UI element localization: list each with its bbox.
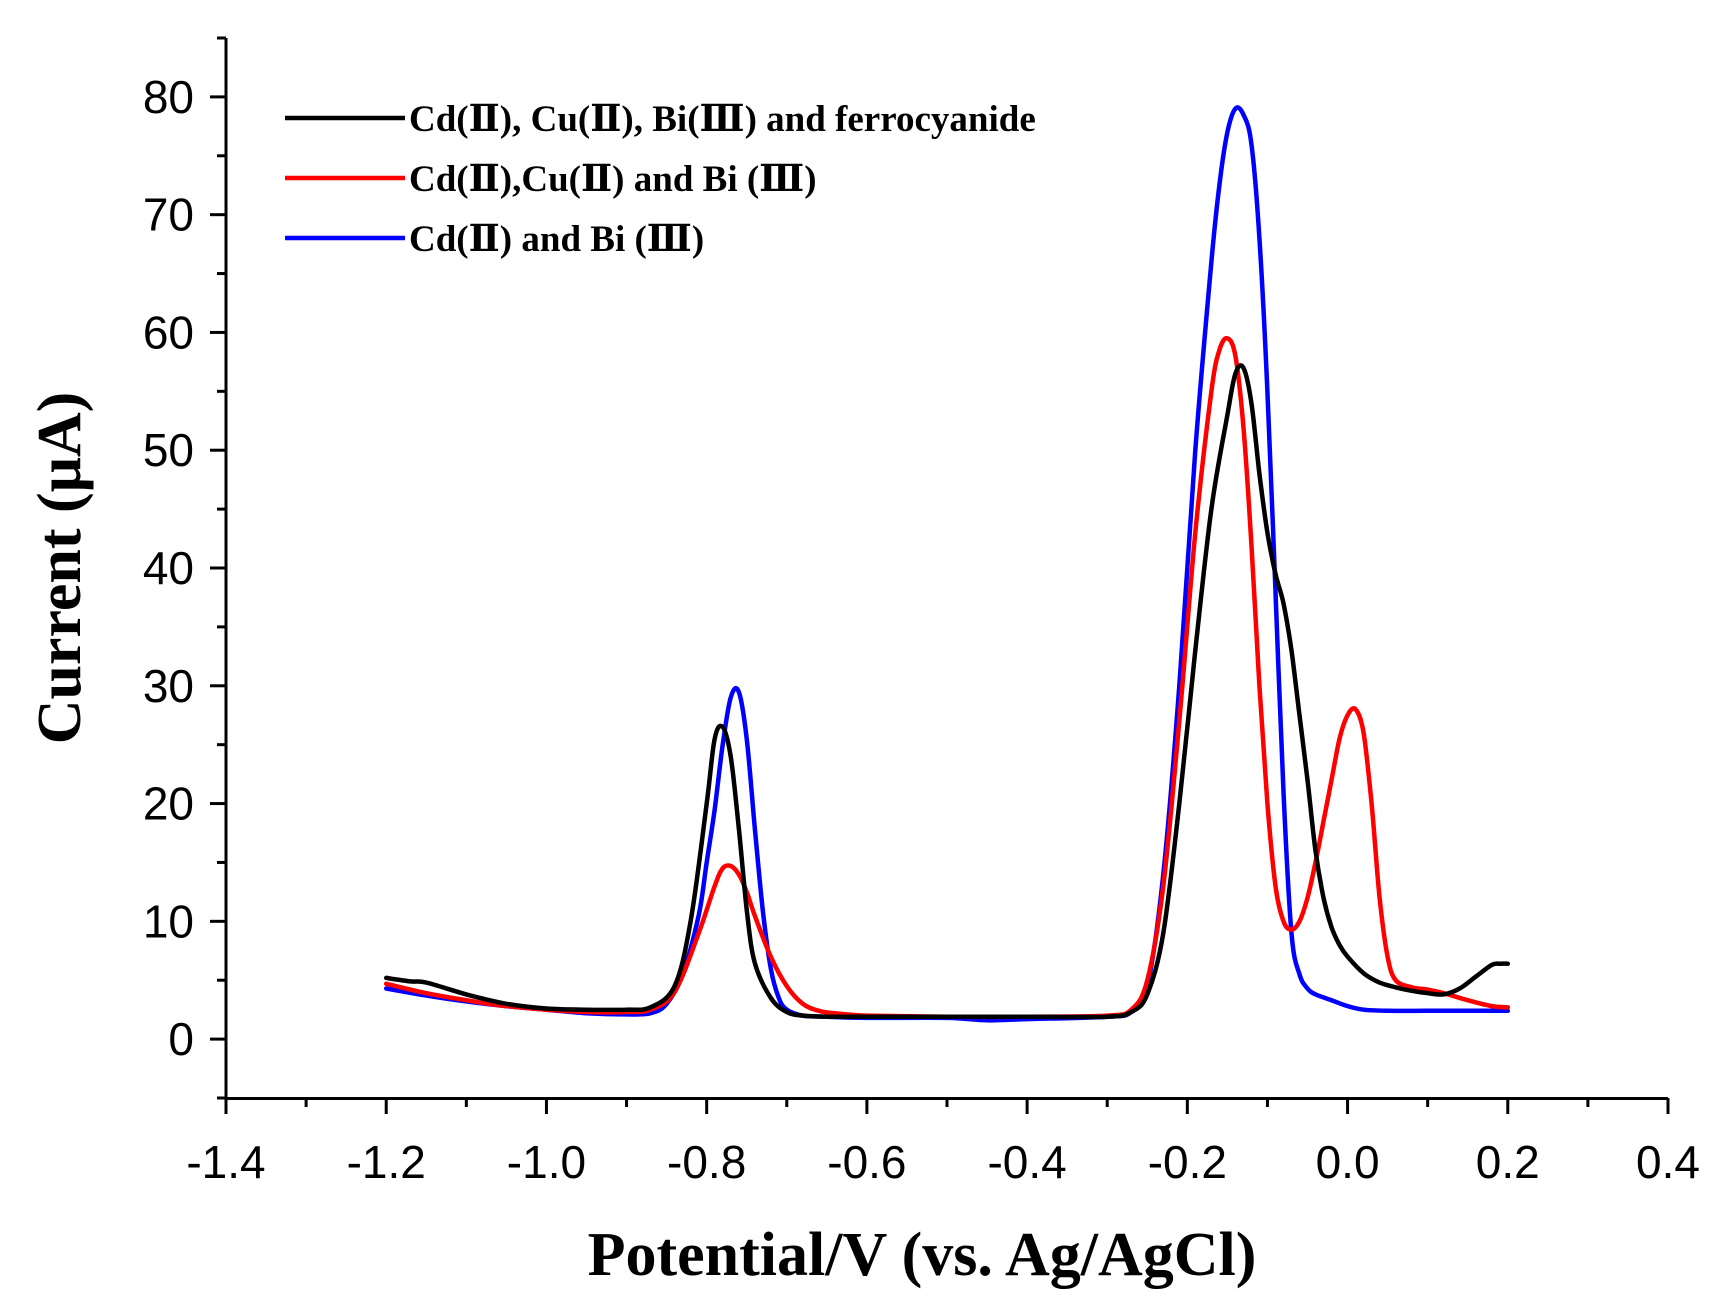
legend: Cd(Ⅱ), Cu(Ⅱ), Bi(Ⅲ) and ferrocyanide Cd(Ⅱ… <box>285 99 1036 260</box>
x-tick-label: 0.0 <box>1316 1136 1380 1188</box>
series-layer <box>383 105 1511 1023</box>
y-tick-label: 80 <box>143 71 194 123</box>
x-tick-label: -1.2 <box>347 1136 426 1188</box>
x-tick-label: 0.2 <box>1476 1136 1540 1188</box>
x-tick-label: -1.0 <box>507 1136 586 1188</box>
x-tick-label: -0.4 <box>987 1136 1066 1188</box>
x-tick-label: 0.4 <box>1636 1136 1700 1188</box>
legend-label: Cd(Ⅱ),Cu(Ⅱ) and Bi (Ⅲ) <box>409 159 817 200</box>
x-tick-label: -0.2 <box>1148 1136 1227 1188</box>
x-axis-title: Potential/V (vs. Ag/AgCl) <box>588 1221 1257 1289</box>
x-tick-label: -1.4 <box>186 1136 265 1188</box>
x-tick-label: -0.8 <box>667 1136 746 1188</box>
y-tick-label: 10 <box>143 895 194 947</box>
y-tick-label: 30 <box>143 660 194 712</box>
y-tick-labels: 0 10 20 30 40 50 60 70 80 <box>143 71 194 1065</box>
x-ticks <box>224 1098 1670 1114</box>
x-tick-labels: -1.4 -1.2 -1.0 -0.8 -0.6 -0.4 -0.2 0.0 0.2 0.4 <box>186 1136 1700 1188</box>
y-tick-label: 20 <box>143 778 194 830</box>
axes: -1.4 -1.2 -1.0 -0.8 -0.6 -0.4 -0.2 0.0 0.2 0.4 0 1… <box>143 36 1700 1188</box>
plot-area <box>383 105 1511 1023</box>
legend-label: Cd(Ⅱ), Cu(Ⅱ), Bi(Ⅲ) and ferrocyanide <box>409 99 1036 140</box>
series-line-1 <box>383 363 1511 1020</box>
y-tick-label: 0 <box>168 1013 194 1065</box>
x-tick-label: -0.6 <box>827 1136 906 1188</box>
legend-label: Cd(Ⅱ) and Bi (Ⅲ) <box>409 219 704 260</box>
y-ticks <box>210 36 226 1100</box>
series-line-2 <box>383 335 1511 1020</box>
y-axis-title: Current (μA) <box>26 392 94 745</box>
y-tick-label: 40 <box>143 542 194 594</box>
y-tick-label: 60 <box>143 306 194 358</box>
y-tick-label: 50 <box>143 424 194 476</box>
y-tick-label: 70 <box>143 189 194 241</box>
